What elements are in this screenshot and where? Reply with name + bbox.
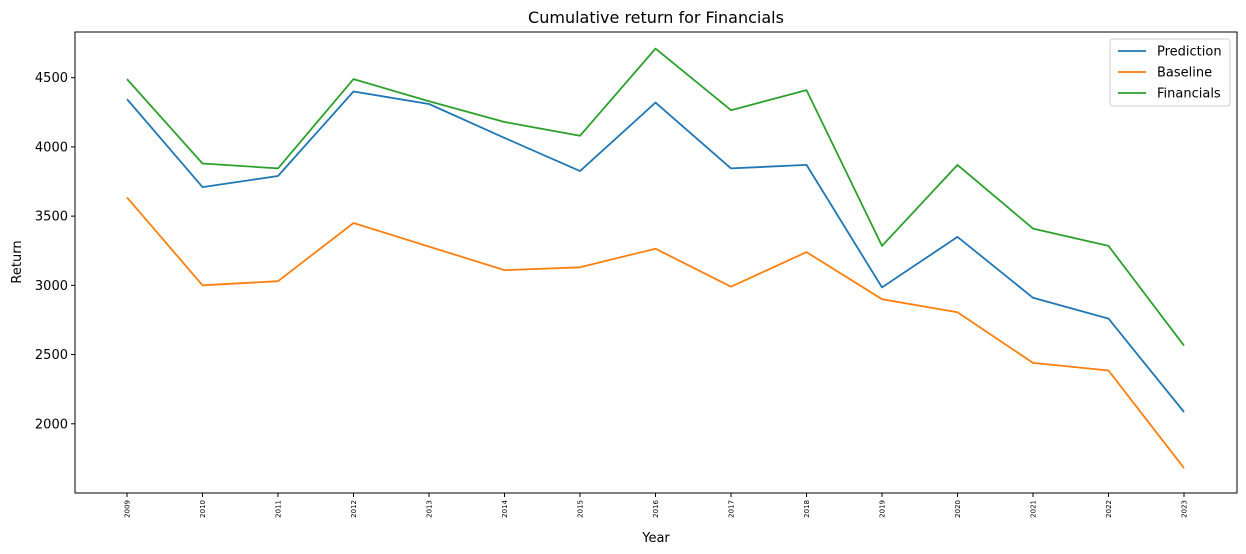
plot-frame: [74, 31, 1238, 494]
y-tick-label: 2000: [35, 417, 68, 432]
legend-box: [1109, 38, 1231, 107]
series-line-prediction: [126, 90, 1185, 413]
x-axis: 2009 2010 2011 2012 2013 2014 2015 2016 2017 2018…: [124, 493, 1189, 518]
chart-title: Cumulative return for Financials: [528, 8, 784, 27]
x-tick-label: 2019: [879, 500, 887, 518]
y-axis: 2000 2500 3000 3500 4000 4500: [35, 71, 75, 432]
x-tick-label: 2017: [728, 500, 736, 518]
x-axis-label: Year: [641, 531, 670, 546]
series-line-financials: [126, 47, 1185, 347]
x-tick-label: 2010: [199, 500, 207, 518]
y-tick-label: 3000: [35, 279, 68, 294]
x-tick-label: 2011: [275, 500, 283, 518]
x-tick-label: 2013: [426, 500, 434, 518]
x-tick-label: 2015: [577, 500, 585, 518]
x-tick-label: 2023: [1181, 500, 1189, 518]
x-tick-label: 2022: [1105, 500, 1113, 518]
x-tick-label: 2009: [124, 500, 132, 518]
legend-label-baseline: Baseline: [1157, 66, 1212, 81]
y-tick-label: 4000: [35, 140, 68, 155]
y-tick-label: 2500: [35, 348, 68, 363]
series-line-baseline: [126, 196, 1185, 469]
legend: Prediction Baseline Financials: [1109, 38, 1231, 107]
x-tick-label: 2016: [652, 499, 660, 517]
legend-label-financials: Financials: [1157, 87, 1221, 102]
x-tick-label: 2018: [803, 500, 811, 518]
y-tick-label: 4500: [35, 71, 68, 86]
plot-area: [126, 47, 1185, 469]
y-tick-label: 3500: [35, 210, 68, 225]
y-axis-label: Return: [10, 240, 25, 283]
x-tick-label: 2021: [1030, 500, 1038, 518]
legend-label-prediction: Prediction: [1157, 45, 1222, 60]
x-tick-label: 2012: [350, 500, 358, 518]
x-tick-label: 2014: [501, 499, 509, 517]
x-tick-label: 2020: [954, 500, 962, 518]
